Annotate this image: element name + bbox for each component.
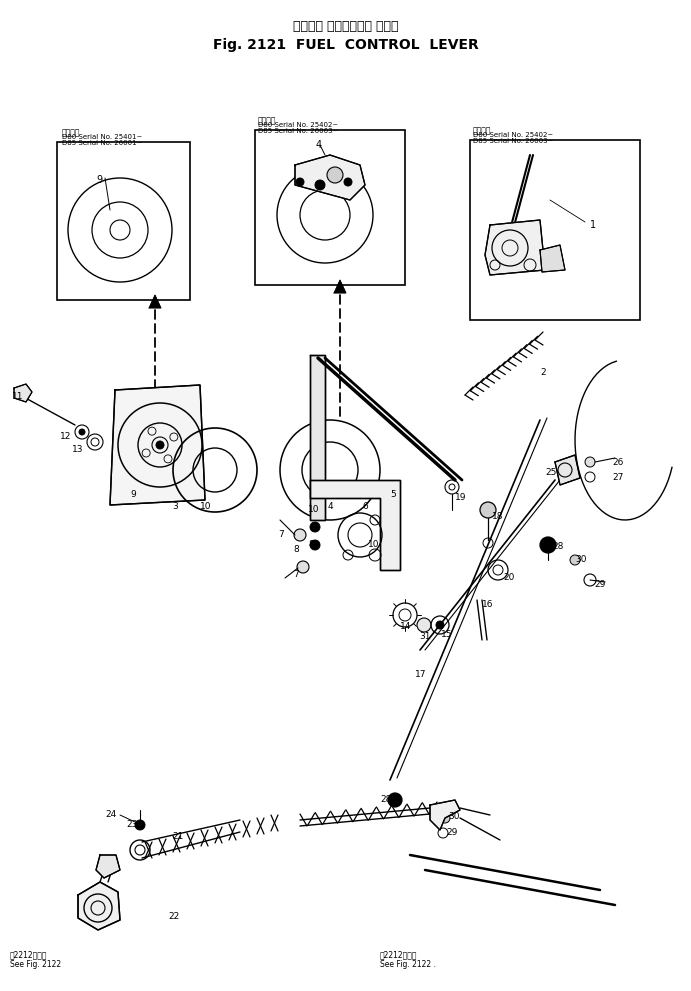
Text: 16: 16: [482, 600, 493, 609]
Text: 18: 18: [492, 512, 504, 521]
Polygon shape: [96, 855, 120, 878]
Circle shape: [344, 178, 352, 186]
Circle shape: [310, 522, 320, 532]
Text: See Fig. 2122 .: See Fig. 2122 .: [380, 960, 436, 969]
Text: 9: 9: [96, 175, 102, 185]
Text: D80 Serial No. 25401~: D80 Serial No. 25401~: [62, 134, 142, 140]
Circle shape: [480, 502, 496, 518]
Circle shape: [327, 167, 343, 183]
Polygon shape: [334, 280, 346, 293]
Polygon shape: [540, 245, 565, 272]
Text: 28: 28: [380, 795, 391, 804]
Text: 1: 1: [590, 220, 596, 230]
Text: 適用号等: 適用号等: [62, 128, 80, 137]
Text: D85 Serial No. 26003~: D85 Serial No. 26003~: [258, 128, 339, 134]
Text: 23: 23: [126, 820, 138, 829]
Text: 3: 3: [172, 502, 178, 511]
Text: 12: 12: [60, 432, 71, 441]
Polygon shape: [78, 882, 120, 930]
Text: Fig. 2121  FUEL  CONTROL  LEVER: Fig. 2121 FUEL CONTROL LEVER: [213, 38, 479, 52]
Circle shape: [585, 457, 595, 467]
Text: 9: 9: [130, 490, 135, 499]
Circle shape: [297, 561, 309, 573]
Text: 29: 29: [594, 580, 605, 589]
Text: 13: 13: [72, 445, 84, 454]
Text: 30: 30: [575, 555, 587, 564]
Circle shape: [296, 178, 304, 186]
Circle shape: [135, 820, 145, 830]
Text: 10: 10: [200, 502, 211, 511]
Text: 17: 17: [415, 670, 426, 679]
Text: 20: 20: [503, 573, 514, 582]
Text: 8: 8: [308, 540, 314, 549]
Text: 15: 15: [441, 630, 453, 639]
Text: 適用号等: 適用号等: [258, 116, 276, 125]
Bar: [470, 140, 640, 320]
Text: 19: 19: [455, 493, 466, 502]
Text: 5: 5: [390, 490, 396, 499]
Polygon shape: [14, 384, 32, 402]
Text: 24: 24: [105, 810, 116, 819]
Text: 6: 6: [362, 502, 368, 511]
Text: 27: 27: [612, 473, 623, 482]
Text: 26: 26: [612, 458, 623, 467]
Circle shape: [417, 618, 431, 632]
Text: 2: 2: [540, 368, 546, 377]
Text: 10: 10: [368, 540, 379, 549]
Text: 21: 21: [172, 832, 183, 841]
Text: D85 Serial No. 26001~: D85 Serial No. 26001~: [62, 140, 142, 146]
Circle shape: [440, 813, 450, 823]
Circle shape: [294, 529, 306, 541]
Polygon shape: [110, 385, 205, 505]
Text: 第2212図参照: 第2212図参照: [10, 950, 48, 959]
Text: 8: 8: [293, 545, 299, 554]
Circle shape: [310, 540, 320, 550]
Text: 25: 25: [545, 468, 556, 477]
Polygon shape: [555, 455, 580, 485]
Text: 11: 11: [12, 392, 23, 401]
Text: 10: 10: [308, 505, 319, 514]
Text: 第2212図参照: 第2212図参照: [380, 950, 417, 959]
Text: 31: 31: [419, 632, 430, 641]
Polygon shape: [430, 800, 460, 830]
Text: 適用号等: 適用号等: [473, 126, 491, 135]
Circle shape: [315, 180, 325, 190]
Text: フェエル コントロール レバー: フェエル コントロール レバー: [293, 20, 399, 33]
Text: D85 Serial No. 26003~: D85 Serial No. 26003~: [473, 138, 553, 144]
Text: 4: 4: [316, 140, 322, 150]
Polygon shape: [485, 220, 545, 275]
Text: 7: 7: [278, 530, 284, 539]
Text: 4: 4: [328, 502, 334, 511]
Circle shape: [540, 537, 556, 553]
Text: 30: 30: [448, 812, 460, 821]
Text: 29: 29: [446, 828, 457, 837]
Bar: [255, 130, 405, 285]
Text: D80 Serial No. 25402~: D80 Serial No. 25402~: [473, 132, 553, 138]
Text: D80 Serial No. 25402~: D80 Serial No. 25402~: [258, 122, 339, 128]
Text: 28: 28: [552, 542, 563, 551]
Circle shape: [79, 429, 85, 435]
Bar: [57, 142, 190, 300]
Text: 7: 7: [293, 570, 299, 579]
Text: See Fig. 2122: See Fig. 2122: [10, 960, 61, 969]
Circle shape: [156, 441, 164, 449]
Circle shape: [436, 621, 444, 629]
Polygon shape: [310, 480, 400, 570]
Circle shape: [388, 793, 402, 807]
Polygon shape: [295, 155, 365, 200]
Text: 14: 14: [400, 622, 411, 631]
Circle shape: [570, 555, 580, 565]
Text: 22: 22: [168, 912, 179, 921]
Polygon shape: [310, 355, 325, 520]
Polygon shape: [149, 295, 161, 308]
